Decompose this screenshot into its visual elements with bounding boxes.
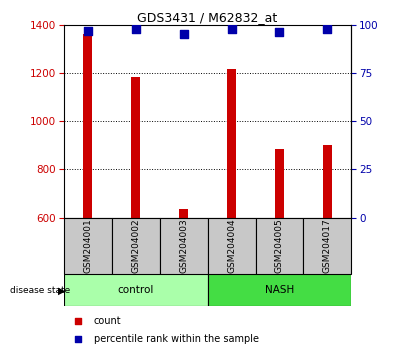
Point xyxy=(75,318,81,324)
Point xyxy=(276,30,283,35)
Text: NASH: NASH xyxy=(265,285,294,295)
Point xyxy=(228,26,235,32)
Text: GSM204005: GSM204005 xyxy=(275,219,284,273)
FancyBboxPatch shape xyxy=(112,218,159,274)
Bar xyxy=(83,34,92,218)
Bar xyxy=(323,145,332,218)
Bar xyxy=(227,69,236,218)
Text: control: control xyxy=(118,285,154,295)
Text: GSM204004: GSM204004 xyxy=(227,219,236,273)
FancyBboxPatch shape xyxy=(64,274,208,306)
FancyBboxPatch shape xyxy=(64,218,112,274)
FancyBboxPatch shape xyxy=(208,218,256,274)
Title: GDS3431 / M62832_at: GDS3431 / M62832_at xyxy=(137,11,278,24)
Text: GSM204017: GSM204017 xyxy=(323,219,332,273)
Text: GSM204002: GSM204002 xyxy=(131,219,140,273)
Text: disease state: disease state xyxy=(10,286,71,295)
Text: percentile rank within the sample: percentile rank within the sample xyxy=(94,334,259,344)
FancyBboxPatch shape xyxy=(159,218,208,274)
Bar xyxy=(275,149,284,218)
Bar xyxy=(179,209,188,218)
Point xyxy=(75,336,81,342)
FancyBboxPatch shape xyxy=(256,218,303,274)
Text: ▶: ▶ xyxy=(58,285,65,295)
Point xyxy=(324,26,331,32)
Bar xyxy=(131,76,140,218)
Text: GSM204003: GSM204003 xyxy=(179,219,188,273)
Point xyxy=(84,28,91,33)
Text: count: count xyxy=(94,316,121,326)
FancyBboxPatch shape xyxy=(303,218,351,274)
Text: GSM204001: GSM204001 xyxy=(83,219,92,273)
Point xyxy=(132,26,139,32)
Point xyxy=(180,32,187,37)
FancyBboxPatch shape xyxy=(208,274,351,306)
